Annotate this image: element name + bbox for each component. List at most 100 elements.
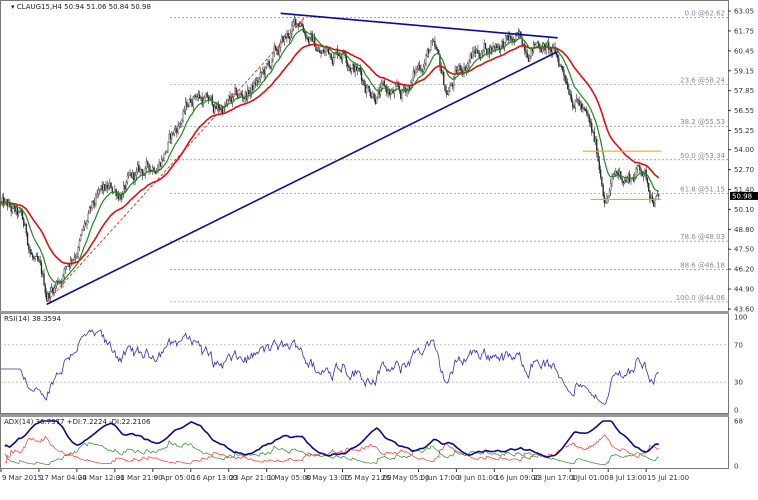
candle-body — [362, 80, 364, 82]
candle-body — [255, 80, 258, 86]
price-tick-label: 56.55 — [734, 107, 754, 115]
candle-body — [360, 71, 363, 81]
candle-body — [411, 78, 413, 83]
price-tick-label: 48.80 — [734, 226, 754, 234]
candle-body — [359, 68, 361, 72]
candle-body — [77, 247, 79, 257]
candle-body — [101, 185, 103, 191]
candle-body — [387, 90, 389, 94]
candle-body — [646, 178, 649, 184]
candle-body — [166, 150, 168, 153]
candle-body — [325, 48, 327, 52]
candle-body — [67, 264, 69, 267]
candle-body — [181, 120, 183, 124]
candle-body — [174, 128, 177, 131]
candle-body — [422, 66, 425, 72]
candle-body — [550, 48, 552, 53]
candle-body — [88, 207, 91, 214]
candle-body — [92, 200, 94, 203]
candle-body — [483, 43, 485, 51]
candle-body — [579, 103, 582, 106]
candle-body — [302, 26, 304, 32]
candle-body — [162, 159, 164, 161]
candle-body — [321, 50, 323, 54]
candle-body — [102, 184, 105, 191]
plus-di-line — [4, 439, 659, 466]
candle-body — [429, 50, 431, 54]
candle-body — [597, 153, 599, 162]
candle-body — [489, 47, 492, 55]
candle-body — [80, 235, 82, 241]
time-tick-label: 9 Mar 2015 — [2, 474, 42, 482]
candle-body — [421, 70, 423, 72]
candle-body — [331, 59, 334, 64]
candle-body — [11, 207, 14, 212]
candle-body — [410, 82, 412, 91]
candle-body — [128, 174, 130, 177]
candle-body — [580, 103, 583, 110]
candle-body — [66, 265, 68, 267]
candle-body — [48, 293, 50, 299]
adx-pane — [4, 420, 659, 466]
candle-body — [444, 84, 446, 91]
candle-body — [365, 87, 368, 93]
candle-body — [179, 123, 182, 125]
candle-body — [169, 133, 172, 140]
candle-body — [658, 194, 660, 197]
price-tick-label: 50.10 — [734, 206, 754, 214]
candle-body — [343, 52, 345, 53]
candle-body — [148, 163, 150, 171]
candle-body — [188, 99, 191, 107]
rsi-tick-label: 0 — [734, 407, 738, 415]
candle-body — [21, 211, 24, 220]
candle-body — [341, 52, 344, 60]
trendline — [280, 12, 558, 39]
candle-body — [155, 172, 158, 174]
candle-body — [649, 190, 651, 199]
candle-body — [412, 70, 415, 79]
candle-body — [197, 94, 199, 98]
candle-body — [440, 66, 442, 74]
time-tick-label: 16 Jun 09:00 — [495, 474, 539, 482]
candle-body — [226, 99, 229, 104]
current-price-label: 50.98 — [732, 192, 752, 200]
candle-body — [240, 93, 243, 96]
candle-body — [333, 57, 335, 64]
candle-body — [363, 80, 365, 86]
moving-averages — [0, 28, 660, 283]
candle-body — [110, 182, 112, 189]
ohlc-readout: 50.94 51.06 50.84 50.98 — [64, 3, 151, 11]
candle-body — [501, 40, 503, 47]
fib-level-label: 0.0 @62.62 — [685, 10, 725, 18]
candle-body — [636, 165, 638, 170]
candle-body — [71, 259, 73, 261]
candle-body — [105, 185, 107, 191]
fib-level-label: 61.8 @51.15 — [680, 185, 725, 193]
candle-body — [563, 70, 565, 76]
candle-body — [592, 131, 594, 133]
rsi-tick-label: 100 — [734, 314, 747, 322]
candle-body — [353, 64, 355, 73]
candle-body — [642, 172, 645, 177]
candle-body — [369, 91, 372, 97]
candle-body — [372, 93, 374, 98]
candle-body — [238, 94, 240, 98]
fib-level-label: 38.2 @55.53 — [680, 118, 725, 126]
candle-body — [388, 90, 391, 95]
candle-body — [292, 21, 294, 26]
candle-body — [82, 227, 84, 230]
candle-body — [430, 41, 432, 51]
candle-body — [358, 68, 360, 69]
time-tick-label: 8 Jul 13:00 — [609, 474, 647, 482]
candle-body — [605, 202, 607, 204]
candle-body — [630, 178, 632, 182]
candle-body — [503, 41, 506, 49]
candle-body — [639, 165, 641, 170]
drawn-lines[interactable] — [46, 12, 662, 306]
candle-body — [47, 293, 49, 300]
candle-body — [465, 67, 468, 71]
slow-moving-average — [0, 43, 660, 265]
candle-body — [407, 86, 409, 91]
candle-body — [168, 133, 170, 143]
